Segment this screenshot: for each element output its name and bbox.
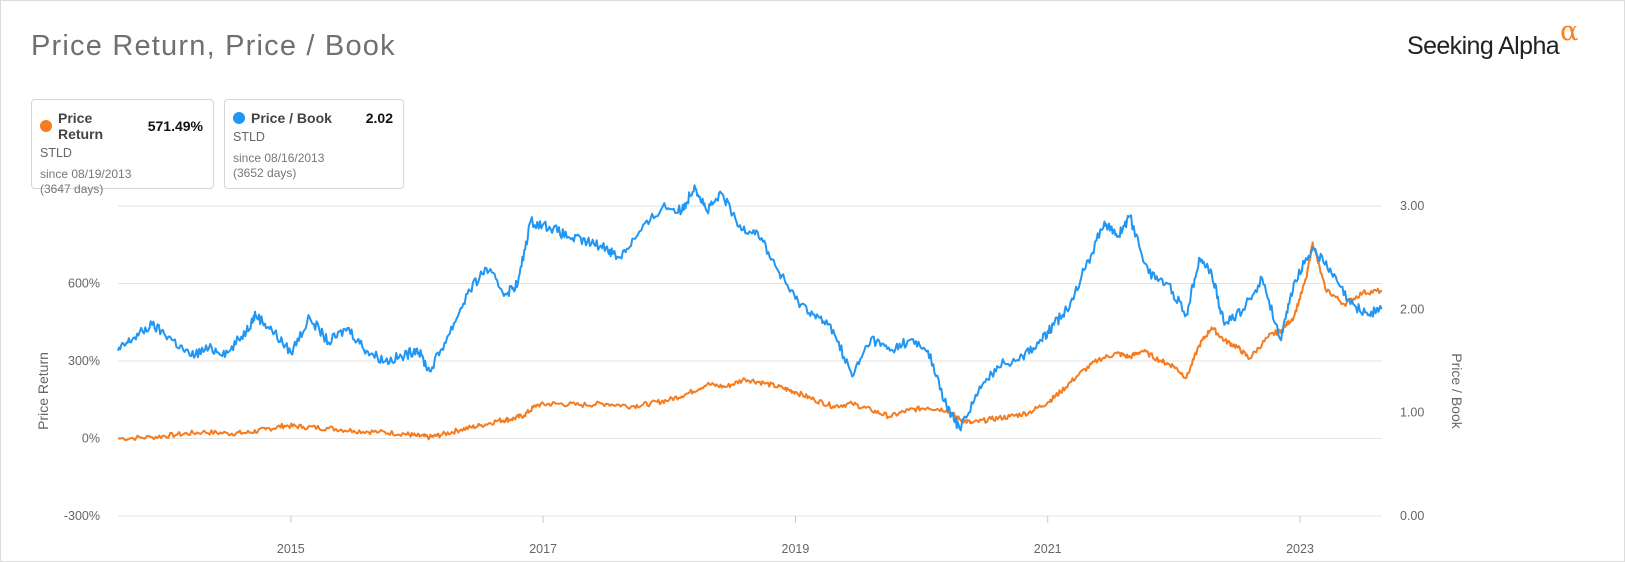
legend-price-return[interactable]: Price Return 571.49% STLD since 08/19/20… (31, 99, 214, 196)
right-axis-title: Price / Book (1449, 353, 1465, 429)
legend-price-book[interactable]: Price / Book 2.02 STLD since 08/16/2013 … (224, 99, 404, 189)
x-tick-label: 2015 (277, 542, 305, 556)
legend-ticker: STLD (233, 130, 265, 144)
legend-since-date: since 08/19/2013 (40, 167, 132, 181)
brand-name: Seeking Alpha (1407, 32, 1560, 60)
left-axis-title: Price Return (35, 352, 51, 430)
legend-series-value: 2.02 (365, 110, 393, 126)
left-tick-label: -300% (64, 509, 100, 523)
right-tick-label: 0.00 (1400, 509, 1424, 523)
brand-logo[interactable]: Seeking Alphaα (1407, 16, 1578, 61)
legend-series-value: 571.49% (147, 118, 203, 134)
series-lines (117, 184, 1383, 442)
legend-ticker: STLD (40, 146, 72, 160)
right-tick-label: 2.00 (1400, 302, 1424, 316)
legend-dot-icon (40, 120, 52, 132)
x-tick-label: 2017 (529, 542, 557, 556)
legend-series-name: Price / Book (251, 110, 332, 126)
x-tick-label: 2021 (1034, 542, 1062, 556)
x-tick-label: 2019 (782, 542, 810, 556)
grid-lines (118, 205, 1382, 517)
x-axis-ticks: 2015 2017 2019 2021 2023 (277, 516, 1314, 556)
legend-dot-icon (233, 112, 245, 124)
x-tick-label: 2023 (1286, 542, 1314, 556)
legend-since-date: since 08/16/2013 (233, 151, 325, 165)
legend-days: (3652 days) (233, 166, 297, 180)
series-line-price-book (117, 184, 1383, 432)
left-tick-label: 300% (68, 354, 100, 368)
right-tick-label: 1.00 (1400, 406, 1424, 420)
legend-series-name: Price Return (58, 110, 104, 142)
right-tick-label: 3.00 (1400, 199, 1424, 213)
right-axis-ticks: 0.00 1.00 2.00 3.00 (1400, 199, 1424, 523)
alpha-icon: α (1560, 16, 1578, 47)
chart-title: Price Return, Price / Book (31, 30, 396, 62)
left-axis-ticks: -300% 0% 300% 600% (64, 277, 100, 524)
left-tick-label: 0% (82, 432, 100, 446)
left-tick-label: 600% (68, 277, 100, 291)
series-line-price-return (118, 241, 1383, 442)
legend-days: (3647 days) (40, 182, 104, 196)
